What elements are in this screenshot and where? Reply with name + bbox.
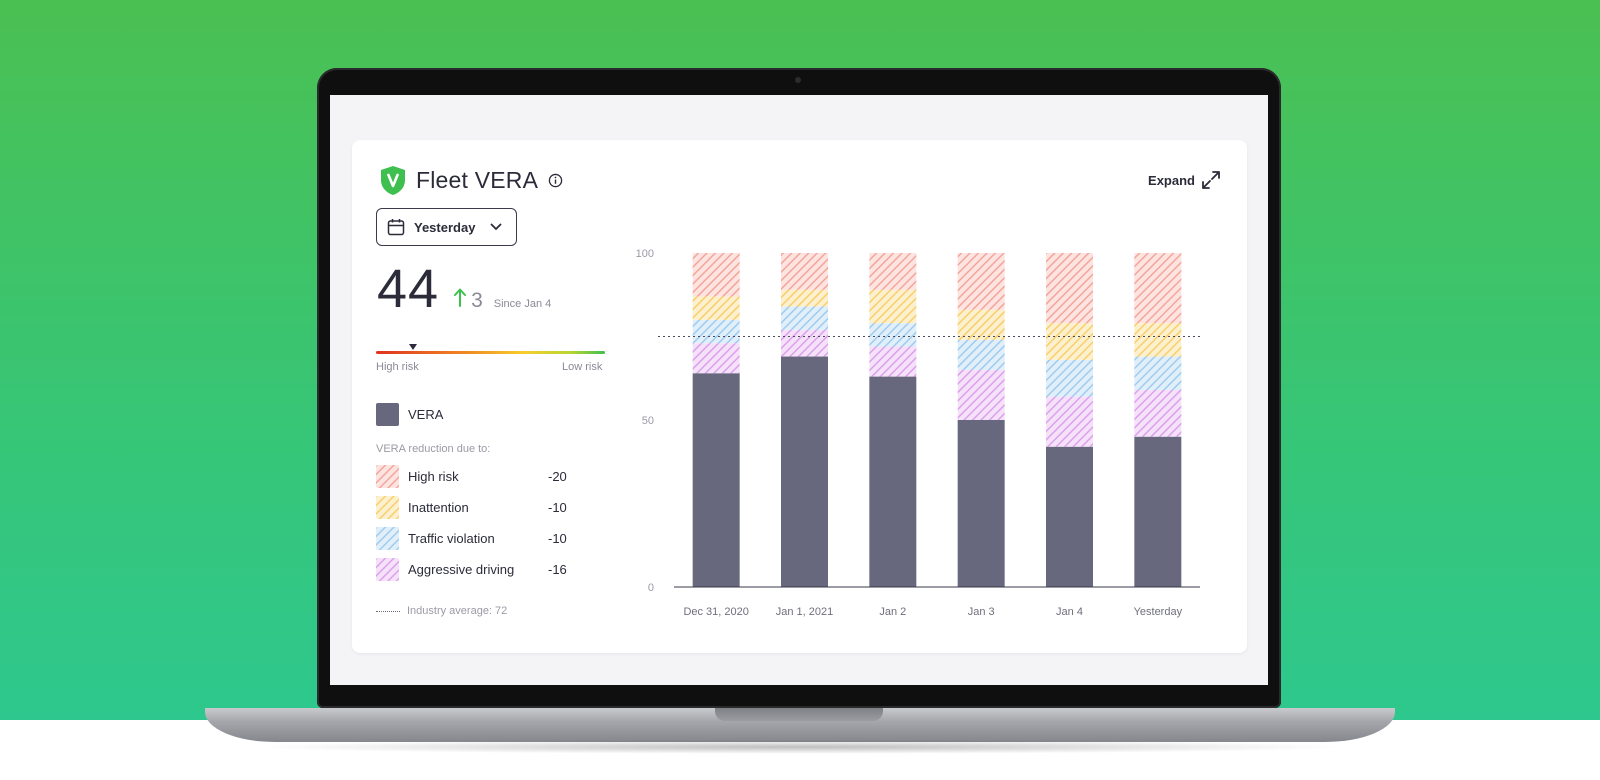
x-tick-label: Dec 31, 2020 xyxy=(683,606,748,618)
bar-segment-aggressive-driving xyxy=(781,329,828,357)
vera-card: Fleet VERA Expand xyxy=(352,140,1247,653)
x-tick-label: Jan 2 xyxy=(879,606,906,618)
score-row: 44 3 Since Jan 4 xyxy=(377,258,551,320)
expand-label: Expand xyxy=(1148,172,1195,188)
laptop-base xyxy=(205,708,1395,742)
legend-swatch-high-risk xyxy=(376,465,399,488)
bar-segment-high-risk xyxy=(1134,253,1182,324)
reduction-title: VERA reduction due to: xyxy=(376,443,491,455)
risk-scale-marker xyxy=(408,344,417,350)
y-tick-label: 50 xyxy=(642,415,654,427)
score-since: Since Jan 4 xyxy=(493,298,552,310)
chevron-down-icon xyxy=(491,223,502,230)
legend-label-vera: VERA xyxy=(408,407,444,422)
dotted-line-icon xyxy=(376,610,400,612)
expand-icon xyxy=(1202,171,1220,189)
bar-segment-high-risk xyxy=(781,253,828,290)
legend-swatch-aggressive-driving xyxy=(376,558,399,581)
laptop-screen: Fleet VERA Expand xyxy=(330,95,1268,685)
bar-segment-inattention xyxy=(781,289,828,307)
bar-segment-traffic-violation xyxy=(692,319,740,344)
legend-label-traffic-violation: Traffic violation xyxy=(408,531,495,546)
laptop-lid: Fleet VERA Expand xyxy=(317,68,1281,708)
legend-item-vera: VERA xyxy=(376,403,443,426)
info-icon[interactable] xyxy=(548,173,563,188)
industry-average-legend: Industry average: 72 xyxy=(376,605,507,617)
bar-segment-inattention xyxy=(869,289,917,324)
bar-segment-high-risk xyxy=(1046,253,1093,324)
calendar-icon xyxy=(387,219,405,236)
camera-icon xyxy=(795,77,801,83)
legend-label-aggressive-driving: Aggressive driving xyxy=(408,562,515,577)
y-tick-label: 0 xyxy=(648,582,654,594)
y-tick-label: 100 xyxy=(636,248,654,260)
bar-segment-inattention xyxy=(1046,323,1093,360)
legend-value-high-risk: -20 xyxy=(548,469,567,484)
risk-scale-low-label: High risk xyxy=(376,361,419,373)
legend-item-aggressive-driving: Aggressive driving -16 xyxy=(376,558,576,581)
bar-segment-aggressive-driving xyxy=(692,343,740,374)
bar-segment-vera xyxy=(781,356,828,587)
bar-segment-inattention xyxy=(957,309,1005,340)
legend-swatch-vera xyxy=(376,403,399,426)
bar-segment-vera xyxy=(692,373,740,587)
x-tick-label: Jan 3 xyxy=(968,606,995,618)
bar-segment-vera xyxy=(1046,446,1093,587)
legend-item-inattention: Inattention -10 xyxy=(376,496,576,519)
bar-segment-high-risk xyxy=(957,253,1005,310)
bar-segment-inattention xyxy=(692,296,740,320)
bar-segment-aggressive-driving xyxy=(1046,396,1093,447)
bar-segment-traffic-violation xyxy=(957,339,1005,370)
legend-item-high-risk: High risk -20 xyxy=(376,465,576,488)
x-tick-label: Jan 1, 2021 xyxy=(776,606,834,618)
bar-segment-traffic-violation xyxy=(1134,356,1182,390)
x-tick-label: Jan 4 xyxy=(1056,606,1083,618)
bar-segment-vera xyxy=(1134,436,1182,587)
score-delta: 3 xyxy=(471,289,483,312)
bar-segment-traffic-violation xyxy=(781,306,828,330)
legend-value-aggressive-driving: -16 xyxy=(548,562,567,577)
page-title: Fleet VERA xyxy=(416,167,539,193)
bar-segment-aggressive-driving xyxy=(1134,389,1182,437)
legend-value-traffic-violation: -10 xyxy=(548,531,567,546)
title-row: Fleet VERA xyxy=(380,165,563,196)
legend-label-inattention: Inattention xyxy=(408,500,469,515)
industry-average-label: Industry average: 72 xyxy=(407,605,508,617)
bar-segment-aggressive-driving xyxy=(957,369,1005,420)
x-tick-label: Yesterday xyxy=(1134,606,1183,618)
date-range-select[interactable]: Yesterday xyxy=(376,208,517,246)
bar-segment-aggressive-driving xyxy=(869,346,917,377)
bar-segment-traffic-violation xyxy=(1046,359,1093,397)
bar-segment-high-risk xyxy=(692,253,740,297)
vera-score: 44 xyxy=(377,259,440,319)
legend-swatch-traffic-violation xyxy=(376,527,399,550)
legend-item-traffic-violation: Traffic violation -10 xyxy=(376,527,576,550)
arrow-up-icon xyxy=(454,288,467,307)
bar-segment-high-risk xyxy=(869,253,917,290)
laptop-shadow xyxy=(250,740,1350,754)
risk-scale-high-label: Low risk xyxy=(562,361,603,373)
bar-segment-vera xyxy=(957,420,1005,587)
bar-segment-inattention xyxy=(1134,323,1182,357)
shield-logo-icon xyxy=(381,166,405,195)
laptop-notch xyxy=(715,708,883,721)
date-select-value: Yesterday xyxy=(414,219,476,235)
legend-value-inattention: -10 xyxy=(548,500,567,515)
bar-segment-vera xyxy=(869,376,917,587)
legend-label-high-risk: High risk xyxy=(408,469,459,484)
risk-scale-bar xyxy=(376,351,605,354)
expand-button[interactable]: Expand xyxy=(1148,170,1221,190)
stacked-bar-chart: 0 50 100 Dec 31, 2020 Jan 1, 2021 Jan 2 Jan 3 J… xyxy=(636,248,1200,618)
bar-segment-traffic-violation xyxy=(869,323,917,347)
legend-swatch-inattention xyxy=(376,496,399,519)
